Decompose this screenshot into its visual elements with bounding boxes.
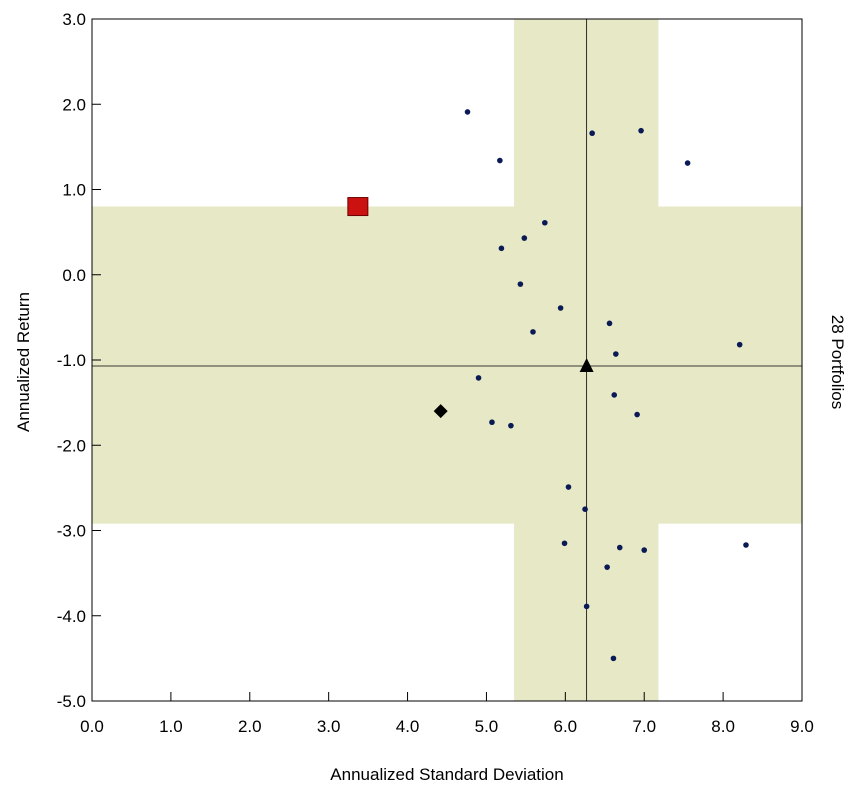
portfolio-point [638,127,644,134]
portfolio-point [557,305,564,311]
y-tick-label: -5.0 [57,692,86,711]
y-tick-label: 0.0 [62,266,86,285]
x-axis: 0.0 1.0 2.0 3.0 4.0 5.0 6.0 7.0 8.0 9.0 [80,692,814,736]
portfolio-point [604,564,610,570]
portfolio-point [497,157,503,164]
portfolio-point [530,329,536,335]
y-tick-label: 1.0 [62,181,86,200]
portfolio-point [464,109,471,115]
portfolio-point [610,655,617,662]
x-tick-label: 3.0 [317,717,341,736]
portfolio-point [611,392,618,398]
portfolio-point [606,320,613,327]
portfolio-point [542,219,548,226]
portfolio-point [475,375,482,381]
portfolio-point [508,422,514,429]
median-triangle-marker [579,357,594,372]
portfolio-point [517,281,524,287]
portfolio-point [498,245,505,252]
y-tick-label: -2.0 [57,436,86,455]
portfolio-point [641,547,648,553]
portfolio-point [589,130,595,137]
portfolio-point [634,411,640,418]
portfolio-point [743,542,749,548]
portfolio-count-label: 28 Portfolios [828,315,847,410]
y-tick-label: 3.0 [62,10,86,29]
shaded-bands [92,19,802,701]
x-tick-label: 8.0 [711,717,735,736]
benchmark-square-marker [347,197,369,217]
portfolio-point [613,351,619,357]
portfolio-point [583,603,590,610]
y-tick-label: 2.0 [62,95,86,114]
horizontal-band [92,206,802,524]
x-tick-label: 5.0 [475,717,499,736]
x-axis-title: Annualized Standard Deviation [330,765,563,784]
portfolio-point [684,160,691,166]
y-tick-label: -3.0 [57,522,86,541]
x-tick-label: 0.0 [80,717,104,736]
y-tick-label: -1.0 [57,351,86,370]
x-tick-label: 9.0 [790,717,814,736]
portfolio-point [565,484,572,490]
x-tick-label: 6.0 [554,717,578,736]
portfolio-point [489,419,495,426]
x-tick-label: 4.0 [396,717,420,736]
portfolio-points [464,109,749,662]
diamond-marker [433,404,448,419]
portfolio-point [561,540,568,547]
y-axis: 3.0 2.0 1.0 0.0 -1.0 -2.0 -3.0 -4.0 -5.0 [57,10,101,711]
y-axis-title: Annualized Return [14,292,33,432]
portfolio-point [582,506,588,512]
portfolio-point [521,235,528,241]
y-tick-label: -4.0 [57,607,86,626]
x-tick-label: 7.0 [632,717,656,736]
special-markers [347,197,594,419]
x-tick-label: 2.0 [238,717,262,736]
x-tick-label: 1.0 [159,717,183,736]
portfolio-point [736,341,743,348]
portfolio-point [616,544,623,551]
